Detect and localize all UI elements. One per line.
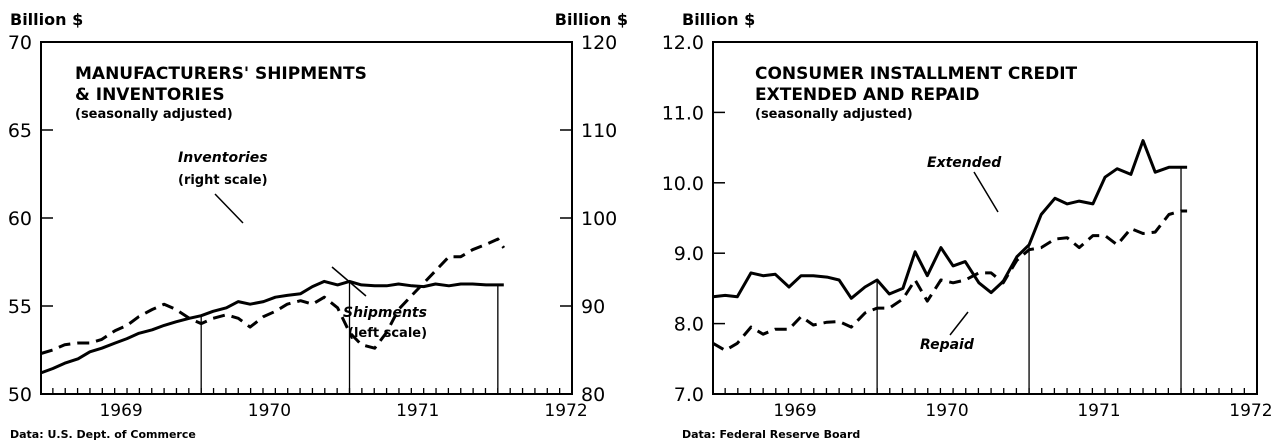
y-tick-label-right: 110 [581,120,617,142]
y-tick-label-right: 100 [581,208,617,230]
shipments-scale-note: (left scale) [348,326,427,341]
data-source: Data: U.S. Dept. of Commerce [10,428,196,441]
axis-unit-label: Billion $ [682,10,755,29]
x-year-label: 1970 [248,401,291,421]
y-tick-label: 50 [8,384,32,406]
chart-installment-credit: Billion $ 7.0 8.0 9.0 10.0 11.0 12.0 1969 1970… [662,10,1272,441]
series-line-shipments [40,237,506,355]
reference-lines [200,281,499,394]
extended-label: Extended [927,155,1002,171]
y-tick-label-right: 90 [581,296,605,318]
x-year-label: 1969 [99,401,142,421]
y-tick-label: 11.0 [662,102,704,124]
y-tick-label-right: 80 [581,384,605,406]
inventories-pointer [214,193,244,224]
y-tick-label: 12.0 [662,32,704,54]
y-tick-label: 10.0 [662,173,704,195]
right-axis-unit-label: Billion $ [555,10,628,29]
y-tick-label: 60 [8,208,32,230]
chart-shipments-inventories: Billion $ Billion $ 50 55 60 65 70 80 90 100 110… [8,10,628,441]
x-year-label: 1971 [1077,401,1120,421]
series-line-repaid [712,209,1188,352]
x-year-labels: 1969 1970 1971 1972 [773,401,1272,421]
series-line-inventories [40,279,504,375]
y-tick-label: 70 [8,32,32,54]
y-tick-label: 9.0 [674,243,704,265]
chart-title-line-1: CONSUMER INSTALLMENT CREDIT [755,64,1078,84]
x-year-label: 1969 [773,401,816,421]
x-year-labels: 1969 1970 1971 1972 [99,401,587,421]
y-tick-labels: 50 55 60 65 70 80 90 100 110 120 [8,32,617,406]
series-lines [40,237,506,375]
y-tick-label-right: 120 [581,32,617,54]
shipments-pointer [331,266,367,297]
chart-subtitle: (seasonally adjusted) [75,107,233,122]
chart-title-line-2: & INVENTORIES [75,85,225,105]
y-tick-label: 65 [8,120,32,142]
x-year-label: 1972 [544,401,587,421]
reference-lines [876,167,1182,394]
data-source: Data: Federal Reserve Board [682,428,860,441]
plot-frame [712,41,1258,395]
y-tick-labels: 7.0 8.0 9.0 10.0 11.0 12.0 [662,32,704,406]
inventories-label: Inventories [178,150,268,166]
shipments-label: Shipments [343,305,427,321]
series-line-extended [712,139,1188,300]
y-tick-label: 7.0 [674,384,704,406]
chart-title-line-2: EXTENDED AND REPAID [755,85,980,105]
inventories-scale-note: (right scale) [178,173,268,188]
left-axis-unit-label: Billion $ [10,10,83,29]
repaid-pointer [949,311,969,336]
repaid-label: Repaid [920,337,975,353]
x-year-label: 1972 [1229,401,1272,421]
y-tick-label: 55 [8,296,32,318]
chart-subtitle: (seasonally adjusted) [755,107,913,122]
x-year-label: 1971 [396,401,439,421]
chart-title-line-1: MANUFACTURERS' SHIPMENTS [75,64,367,84]
series-lines [712,139,1188,352]
y-tick-label: 8.0 [674,314,704,336]
x-year-label: 1970 [925,401,968,421]
extended-pointer [973,171,999,213]
